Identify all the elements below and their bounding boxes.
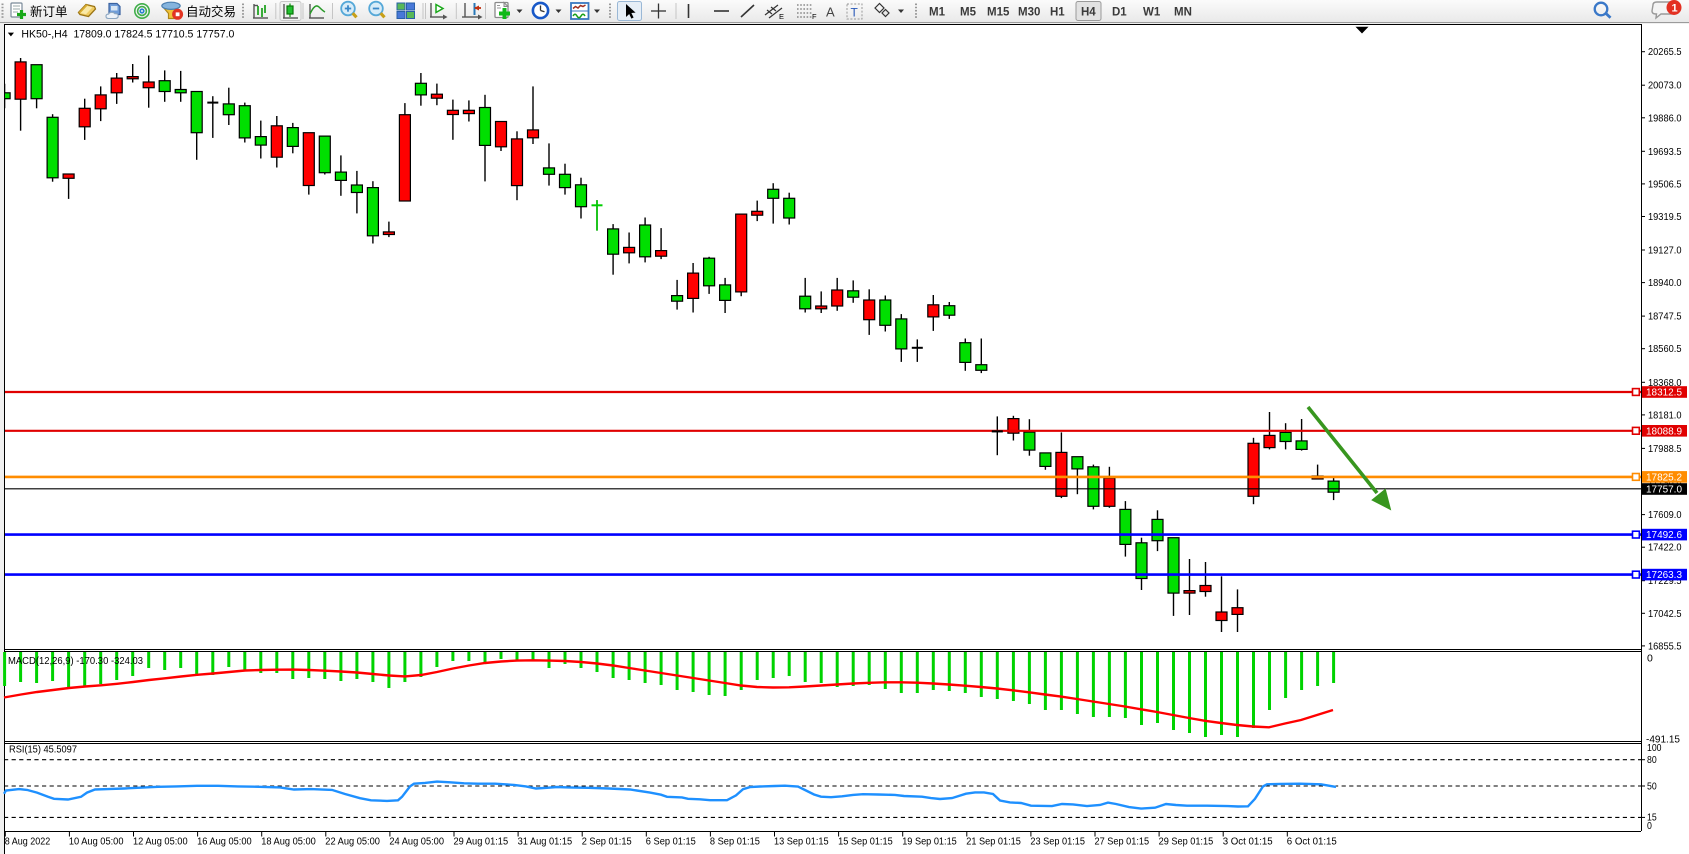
- svg-text:6 Sep 01:15: 6 Sep 01:15: [646, 837, 696, 848]
- svg-text:13 Sep 01:15: 13 Sep 01:15: [774, 837, 829, 848]
- svg-text:1: 1: [1672, 3, 1678, 15]
- svg-text:80: 80: [1647, 754, 1657, 766]
- svg-text:D1: D1: [1112, 7, 1127, 19]
- svg-text:18088.9: 18088.9: [1646, 425, 1682, 437]
- svg-text:18940.0: 18940.0: [1648, 277, 1682, 289]
- svg-text:29 Sep 01:15: 29 Sep 01:15: [1159, 837, 1214, 848]
- svg-text:T: T: [851, 6, 859, 20]
- svg-text:18 Aug 05:00: 18 Aug 05:00: [261, 837, 316, 848]
- svg-text:新订单: 新订单: [30, 4, 68, 19]
- svg-text:W1: W1: [1143, 7, 1161, 19]
- svg-text:M15: M15: [987, 7, 1010, 19]
- svg-text:RSI(15) 45.5097: RSI(15) 45.5097: [9, 744, 77, 756]
- svg-text:20265.5: 20265.5: [1648, 46, 1682, 58]
- svg-text:6 Oct 01:15: 6 Oct 01:15: [1287, 837, 1337, 848]
- svg-text:17492.6: 17492.6: [1646, 529, 1682, 541]
- svg-text:18312.5: 18312.5: [1646, 387, 1682, 399]
- svg-text:19319.5: 19319.5: [1648, 211, 1682, 223]
- svg-text:17263.3: 17263.3: [1646, 569, 1682, 581]
- svg-text:29 Aug 01:15: 29 Aug 01:15: [454, 837, 509, 848]
- svg-text:31 Aug 01:15: 31 Aug 01:15: [518, 837, 573, 848]
- svg-text:自动交易: 自动交易: [186, 4, 236, 19]
- svg-text:17825.2: 17825.2: [1646, 472, 1682, 484]
- svg-text:15: 15: [1647, 812, 1657, 824]
- svg-text:-491.15: -491.15: [1646, 734, 1680, 746]
- svg-text:20073.0: 20073.0: [1648, 80, 1682, 92]
- svg-text:17988.5: 17988.5: [1648, 443, 1682, 455]
- svg-text:19506.5: 19506.5: [1648, 178, 1682, 190]
- svg-text:50: 50: [1647, 781, 1657, 793]
- svg-text:2 Sep 01:15: 2 Sep 01:15: [582, 837, 632, 848]
- svg-text:27 Sep 01:15: 27 Sep 01:15: [1095, 837, 1150, 848]
- svg-text:MN: MN: [1174, 7, 1192, 19]
- svg-text:19 Sep 01:15: 19 Sep 01:15: [902, 837, 957, 848]
- svg-text:18368.0: 18368.0: [1648, 377, 1682, 389]
- svg-text:15 Sep 01:15: 15 Sep 01:15: [838, 837, 893, 848]
- svg-text:MACD(12,26,9) -170.30 -324.03: MACD(12,26,9) -170.30 -324.03: [8, 655, 143, 667]
- svg-text:8 Aug 2022: 8 Aug 2022: [5, 837, 51, 848]
- svg-text:23 Sep 01:15: 23 Sep 01:15: [1030, 837, 1085, 848]
- svg-text:18747.5: 18747.5: [1648, 311, 1682, 323]
- svg-text:M30: M30: [1018, 7, 1040, 19]
- svg-text:22 Aug 05:00: 22 Aug 05:00: [325, 837, 380, 848]
- svg-text:M1: M1: [929, 7, 946, 19]
- svg-text:21 Sep 01:15: 21 Sep 01:15: [966, 837, 1021, 848]
- svg-text:16855.5: 16855.5: [1648, 640, 1682, 652]
- svg-text:10 Aug 05:00: 10 Aug 05:00: [69, 837, 124, 848]
- svg-text:100: 100: [1647, 742, 1662, 754]
- svg-text:M5: M5: [960, 7, 977, 19]
- svg-text:17609.0: 17609.0: [1648, 509, 1682, 521]
- svg-text:3 Oct 01:15: 3 Oct 01:15: [1223, 837, 1273, 848]
- svg-text:8 Sep 01:15: 8 Sep 01:15: [710, 837, 760, 848]
- svg-text:H4: H4: [1081, 7, 1096, 19]
- svg-text:0: 0: [1647, 653, 1653, 665]
- svg-text:19693.5: 19693.5: [1648, 146, 1682, 158]
- svg-text:19127.0: 19127.0: [1648, 245, 1682, 257]
- svg-text:17422.0: 17422.0: [1648, 542, 1682, 554]
- svg-text:A: A: [826, 5, 835, 20]
- svg-text:12 Aug 05:00: 12 Aug 05:00: [133, 837, 188, 848]
- svg-text:17757.0: 17757.0: [1646, 484, 1682, 496]
- svg-text:18181.0: 18181.0: [1648, 409, 1682, 421]
- svg-text:18560.5: 18560.5: [1648, 343, 1682, 355]
- svg-text:19886.0: 19886.0: [1648, 112, 1682, 124]
- svg-text:HK50-,H4 17809.0 17824.5 1771: HK50-,H4 17809.0 17824.5 17710.5 17757.0: [21, 28, 234, 40]
- svg-text:F: F: [812, 12, 817, 21]
- svg-text:0: 0: [1647, 820, 1652, 832]
- svg-text:H1: H1: [1050, 7, 1065, 19]
- svg-text:24 Aug 05:00: 24 Aug 05:00: [389, 837, 444, 848]
- svg-text:17042.5: 17042.5: [1648, 608, 1682, 620]
- svg-text:16 Aug 05:00: 16 Aug 05:00: [197, 837, 252, 848]
- svg-text:E: E: [779, 12, 784, 21]
